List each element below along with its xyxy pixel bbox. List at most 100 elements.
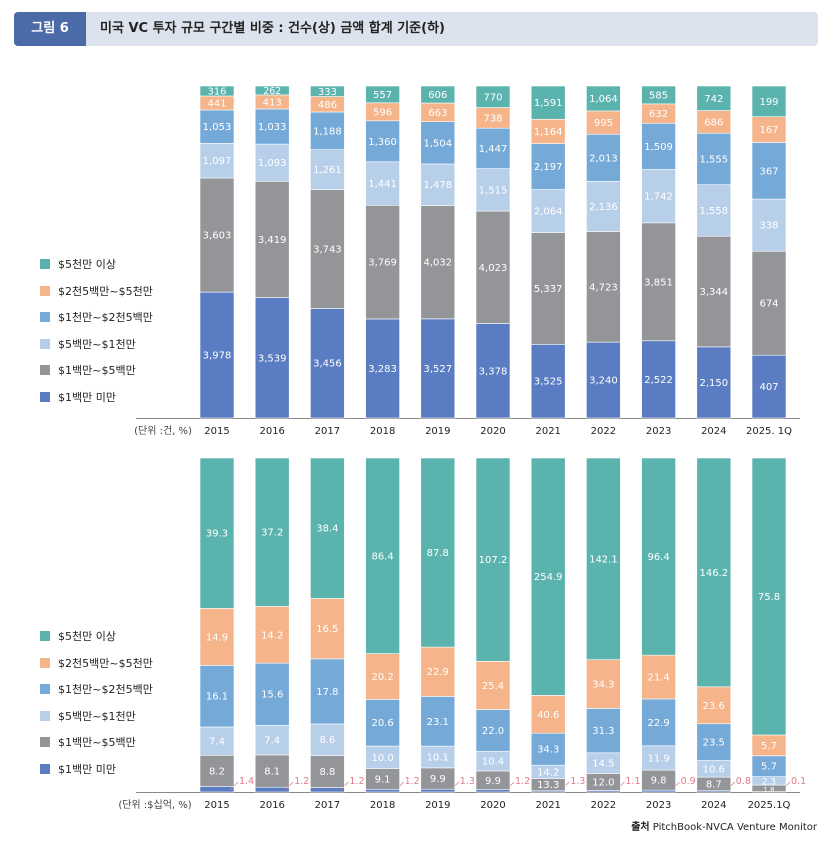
top-data-label: 3,456 <box>313 359 342 370</box>
bottom-data-label: 86.4 <box>371 551 393 562</box>
top-data-label: 1,447 <box>479 144 508 155</box>
top-bar-segment <box>530 232 566 345</box>
bottom-bar-segment <box>530 457 566 696</box>
figure-title: 미국 VC 투자 규모 구간별 비중 : 건수(상) 금액 합계 기준(하) <box>100 21 445 36</box>
bottom-tick-label: 2015 <box>204 800 229 811</box>
top-data-label: 413 <box>263 97 282 108</box>
top-tick-label: 2015 <box>204 426 229 437</box>
bottom-data-label: 9.1 <box>375 774 391 785</box>
top-data-label: 3,743 <box>313 245 342 256</box>
top-tick-label: 2024 <box>701 426 726 437</box>
bottom-bar-segment <box>696 723 732 761</box>
bottom-data-label: 8.7 <box>706 779 722 790</box>
legend-swatch <box>40 631 50 642</box>
bottom-bar-segment <box>254 662 290 726</box>
legend-label: $5천만 이상 <box>58 258 116 272</box>
bottom-bar-segment <box>199 754 235 787</box>
top-data-label: 1,360 <box>368 137 397 148</box>
top-bar-segment <box>696 132 732 185</box>
bottom-tick-label: 2018 <box>370 800 395 811</box>
top-tick-label: 2020 <box>480 426 505 437</box>
legend-label: $2천5백만~$5천만 <box>58 284 153 298</box>
top-tick-label: 2018 <box>370 426 395 437</box>
top-bar-segment <box>641 85 676 105</box>
top-data-label: 1,261 <box>313 165 342 176</box>
top-bar-segment <box>586 341 621 419</box>
bottom-data-label: 0.8 <box>736 776 751 787</box>
top-bar-segment <box>420 318 456 419</box>
top-bar-segment <box>641 169 676 224</box>
top-data-label: 367 <box>759 166 778 177</box>
top-bar-segment <box>365 120 400 163</box>
bottom-tick-label: 2023 <box>646 800 671 811</box>
bottom-data-label: 25.4 <box>482 681 504 692</box>
top-data-label: 3,527 <box>423 364 452 375</box>
top-bar-segment <box>530 85 566 120</box>
top-data-label: 167 <box>759 125 778 136</box>
top-data-label: 3,769 <box>368 258 397 269</box>
top-data-label: 1,558 <box>699 206 728 217</box>
bottom-data-label: 10.0 <box>371 753 393 764</box>
top-bar-segment <box>254 297 290 419</box>
bottom-data-label: 1.2 <box>405 776 420 787</box>
bottom-data-label: 8.8 <box>319 767 335 778</box>
legend-label: $5백만~$1천만 <box>58 337 136 351</box>
bottom-bar-segment <box>475 457 511 662</box>
bottom-bar-segment <box>586 708 621 754</box>
top-data-label: 486 <box>318 100 337 111</box>
top-data-label: 606 <box>428 90 447 101</box>
top-bar-segment <box>696 346 732 419</box>
bottom-tick-label: 2022 <box>591 800 616 811</box>
top-bar-segment <box>586 133 621 182</box>
bottom-tick-label: 2024 <box>701 800 726 811</box>
bottom-data-label: 23.1 <box>427 717 449 728</box>
bottom-bar-segment <box>199 786 235 793</box>
top-data-label: 3,419 <box>258 235 287 246</box>
bottom-data-label: 9.8 <box>651 776 667 787</box>
top-legend-item: $1천만~$2천5백만 <box>40 304 153 331</box>
bottom-bar-segment <box>254 457 290 607</box>
top-data-label: 4,023 <box>479 263 508 274</box>
bottom-data-label: 34.3 <box>537 745 559 756</box>
bottom-data-label: 96.4 <box>647 552 669 563</box>
top-data-label: 770 <box>483 92 502 103</box>
bottom-data-label: 1.2 <box>515 776 530 787</box>
bottom-data-label: 37.2 <box>261 528 283 539</box>
bottom-bar-segment <box>530 695 566 734</box>
source-label: 출처 <box>631 822 650 833</box>
bottom-data-label: 15.6 <box>261 690 283 701</box>
top-bar-segment <box>641 122 676 170</box>
top-bar-segment <box>751 142 787 200</box>
bottom-data-label: 146.2 <box>699 568 728 579</box>
legend-swatch <box>40 710 50 721</box>
top-tick-label: 2019 <box>425 426 450 437</box>
bottom-data-label: 1.2 <box>294 776 309 787</box>
top-bar-segment <box>751 116 787 143</box>
top-legend-item: $2천5백만~$5천만 <box>40 278 153 305</box>
top-tick-label: 2023 <box>646 426 671 437</box>
bottom-bar-segment <box>199 665 235 728</box>
bottom-data-label: 10.6 <box>703 764 725 775</box>
top-bar-segment <box>751 198 787 252</box>
top-tick-label: 2016 <box>259 426 284 437</box>
bottom-bar-segment <box>586 457 621 661</box>
top-tick-label: 2021 <box>535 426 560 437</box>
bottom-bar-segment <box>696 686 732 725</box>
top-data-label: 1,478 <box>423 180 452 191</box>
top-bar-segment <box>586 181 621 232</box>
figure-header: 그림 6 미국 VC 투자 규모 구간별 비중 : 건수(상) 금액 합계 기준… <box>14 12 818 46</box>
legend-label: $1천만~$2천5백만 <box>58 683 153 697</box>
legend-swatch <box>40 391 50 402</box>
top-data-label: 333 <box>318 87 337 98</box>
bottom-bar-segment <box>365 653 400 700</box>
bottom-bar-segment <box>365 457 400 654</box>
bottom-bar-segment <box>641 745 676 771</box>
bottom-bar-segment <box>641 654 676 700</box>
bottom-bar-segment <box>254 606 290 664</box>
legend-top: $5천만 이상 $2천5백만~$5천만 $1천만~$2천5백만 $5백만~$1천만 $1… <box>40 251 153 410</box>
top-data-label: 407 <box>759 382 778 393</box>
top-data-label: 1,164 <box>534 127 563 138</box>
bottom-legend-item: $5백만~$1천만 <box>40 703 153 730</box>
legend-label: $2천5백만~$5천만 <box>58 656 153 670</box>
top-data-label: 3,525 <box>534 377 563 388</box>
